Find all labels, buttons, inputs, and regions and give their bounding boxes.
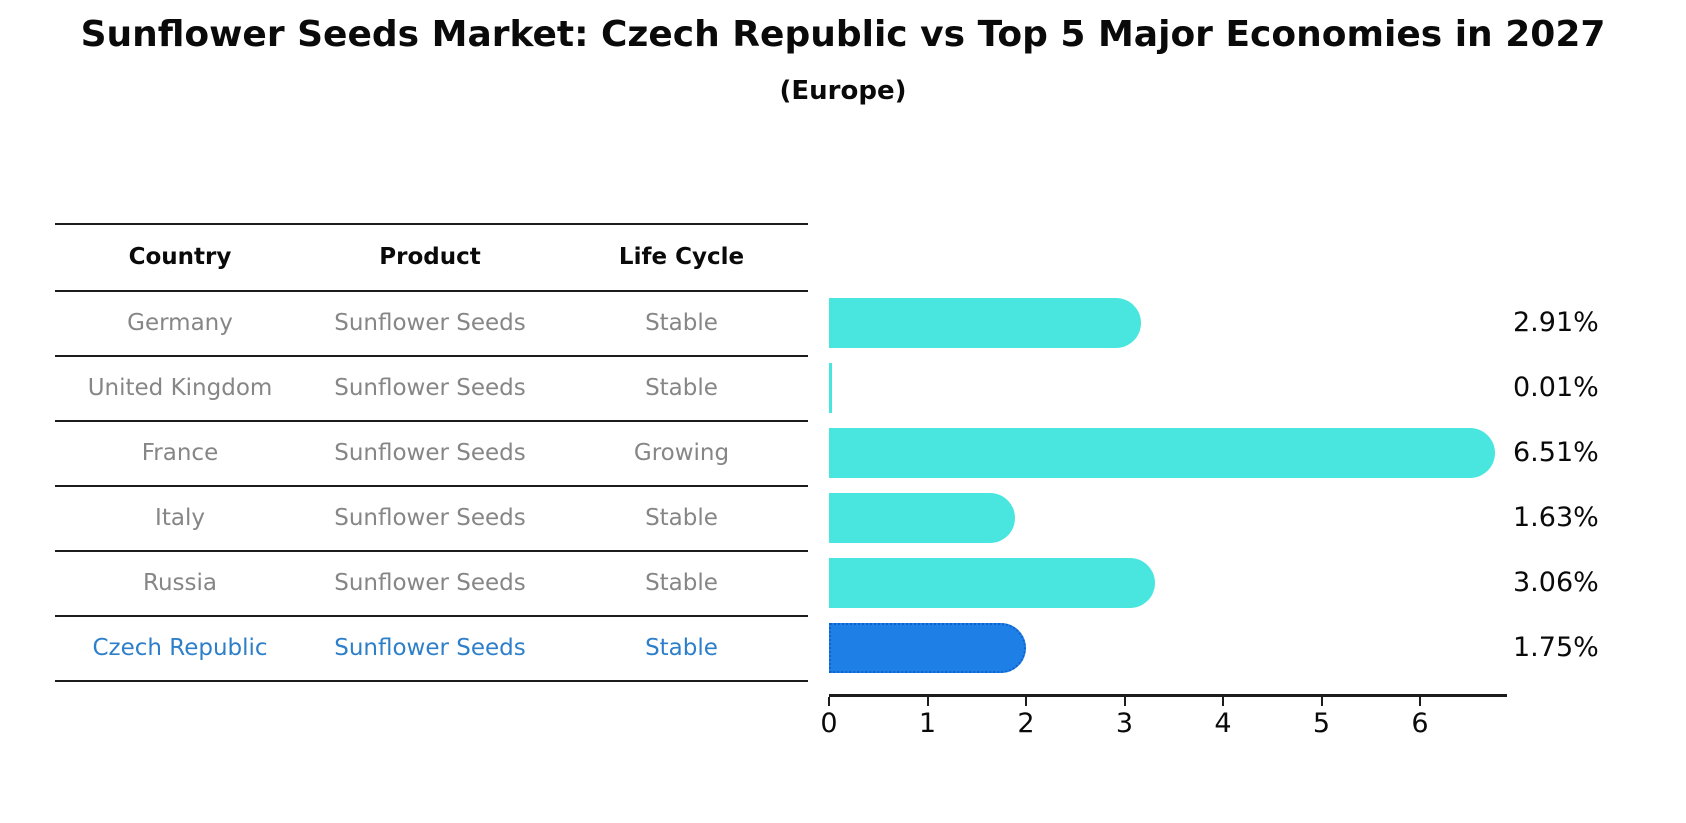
table-cell-country: United Kingdom (87, 374, 273, 401)
table-rule (55, 290, 808, 292)
table-cell-product: Sunflower Seeds (334, 309, 526, 336)
x-tick-mark-5 (1320, 697, 1323, 706)
x-tick-mark-0 (828, 697, 830, 706)
table-cell-product: Sunflower Seeds (334, 374, 526, 401)
table-cell-life_cycle: Stable (645, 569, 718, 596)
table-cell-country: Russia (143, 569, 217, 596)
table-rule (55, 485, 808, 487)
x-tick-mark-4 (1222, 697, 1224, 706)
table-rule (55, 550, 808, 552)
column-header-product: Product (379, 243, 481, 270)
table-cell-product: Sunflower Seeds (334, 569, 526, 596)
x-tick-label-4: 4 (1214, 708, 1232, 739)
x-tick-label-3: 3 (1115, 708, 1134, 739)
value-label-4: 3.06% (1513, 567, 1599, 598)
table-cell-country: Italy (155, 504, 205, 531)
x-tick-mark-3 (1123, 697, 1126, 706)
column-header-country: Country (128, 243, 232, 270)
table-cell-country: Germany (127, 309, 233, 336)
x-axis-line (829, 694, 1507, 697)
x-tick-label-5: 5 (1312, 708, 1331, 739)
table-cell-life_cycle: Stable (645, 374, 718, 401)
bar-0 (829, 297, 1141, 348)
bar-3 (829, 492, 1015, 543)
table-rule (55, 223, 808, 225)
table-rule (55, 420, 808, 422)
table-cell-life_cycle: Growing (633, 439, 730, 466)
value-label-3: 1.63% (1513, 502, 1599, 533)
table-cell-country: France (141, 439, 219, 466)
x-tick-label-2: 2 (1017, 708, 1035, 739)
table-cell-life_cycle: Stable (645, 634, 718, 661)
table-cell-country: Czech Republic (92, 634, 268, 661)
x-tick-label-6: 6 (1411, 708, 1429, 739)
table-rule (55, 680, 808, 682)
value-label-0: 2.91% (1513, 307, 1599, 338)
table-cell-life_cycle: Stable (645, 309, 718, 336)
table-cell-product: Sunflower Seeds (334, 634, 526, 661)
x-tick-mark-1 (926, 697, 929, 706)
bar-2 (829, 427, 1496, 478)
table-cell-product: Sunflower Seeds (334, 439, 526, 466)
bar-4 (829, 557, 1156, 608)
table-cell-life_cycle: Stable (645, 504, 718, 531)
x-tick-mark-6 (1419, 697, 1421, 706)
table-rule (55, 355, 808, 357)
value-label-2: 6.51% (1513, 437, 1599, 468)
x-tick-label-1: 1 (918, 708, 937, 739)
chart-title: Sunflower Seeds Market: Czech Republic v… (80, 14, 1606, 55)
chart-subtitle: (Europe) (779, 76, 907, 106)
table-cell-product: Sunflower Seeds (334, 504, 526, 531)
value-label-1: 0.01% (1513, 372, 1599, 403)
x-tick-mark-2 (1025, 697, 1027, 706)
x-tick-label-0: 0 (820, 708, 838, 739)
table-rule (55, 615, 808, 617)
value-label-5: 1.75% (1513, 632, 1599, 663)
bar-1 (829, 362, 832, 413)
bar-highlight-5 (829, 622, 1027, 673)
column-header-life_cycle: Life Cycle (618, 243, 745, 270)
